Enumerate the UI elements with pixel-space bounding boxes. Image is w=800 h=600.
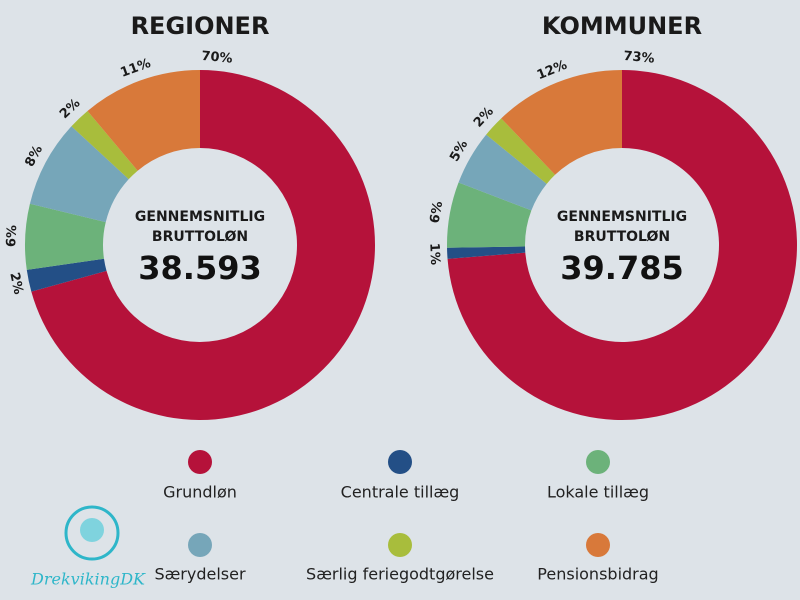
legend-swatch: [188, 450, 212, 474]
legend-swatch: [586, 450, 610, 474]
center-value: 38.593: [138, 249, 261, 287]
legend-label: Grundløn: [163, 483, 237, 502]
legend-swatch: [388, 533, 412, 557]
donut-slice: [71, 110, 138, 180]
donut-slice: [25, 203, 106, 270]
center-label: BRUTTOLØN: [574, 229, 670, 245]
value-label: 1%: [426, 243, 442, 266]
watermark: DrekvikingDK: [30, 570, 146, 589]
center-value: 39.785: [560, 249, 683, 287]
value-label: 73%: [623, 49, 655, 67]
chart-title: KOMMUNER: [542, 12, 702, 40]
value-label: 6%: [428, 200, 447, 224]
legend-swatch: [388, 450, 412, 474]
donut-slice: [29, 126, 129, 223]
legend-label: Pensionsbidrag: [537, 565, 658, 584]
donut-slice: [87, 70, 200, 171]
legend-swatch: [586, 533, 610, 557]
value-label: 6%: [4, 225, 20, 248]
value-label: 70%: [201, 49, 233, 67]
donut-slice: [486, 118, 556, 184]
legend-swatch: [188, 533, 212, 557]
legend-label: Særlig feriegodtgørelse: [306, 565, 494, 584]
donut-slice: [501, 70, 622, 175]
center-label: GENNEMSNITLIG: [135, 209, 265, 225]
center-label: GENNEMSNITLIG: [557, 209, 687, 225]
donut-slice: [26, 258, 107, 292]
chart-title: REGIONER: [131, 12, 270, 40]
donut-slice: [447, 182, 532, 248]
donut-slice: [458, 134, 547, 211]
legend-label: Centrale tillæg: [341, 483, 460, 502]
watermark-logo: [64, 505, 120, 561]
donut-slice: [31, 70, 375, 420]
donut-slice: [447, 246, 526, 259]
donut-slice: [447, 70, 797, 420]
center-label: BRUTTOLØN: [152, 229, 248, 245]
value-label: 2%: [6, 271, 25, 296]
legend-label: Særydelser: [154, 565, 246, 584]
legend-label: Lokale tillæg: [547, 483, 649, 502]
